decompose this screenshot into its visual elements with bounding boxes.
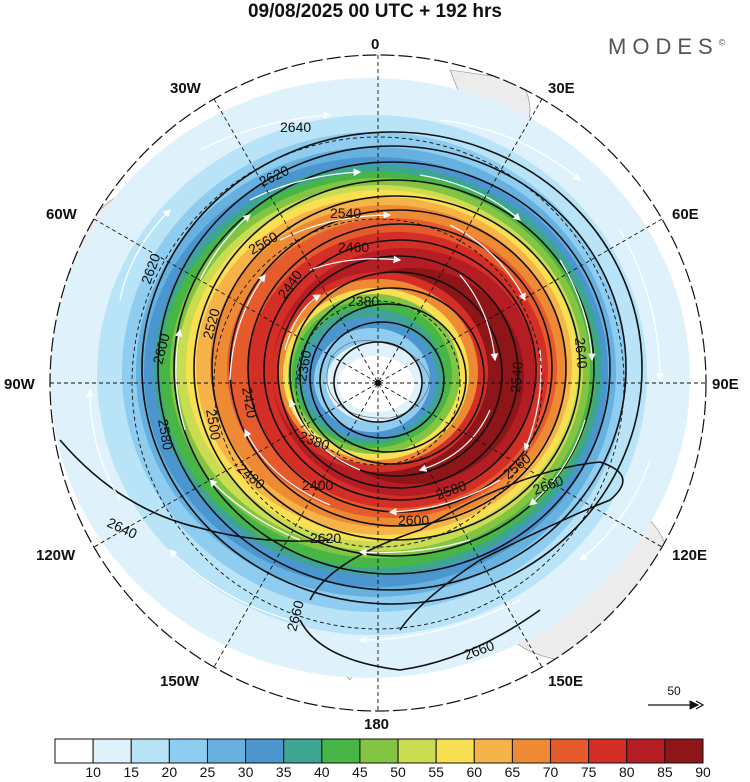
colorbar-swatch xyxy=(359,738,399,764)
colorbar-swatch xyxy=(664,738,704,764)
contour-label: 2420 xyxy=(239,386,260,420)
height-contours xyxy=(59,131,643,671)
colorbar-tick-label: 45 xyxy=(352,764,368,780)
colorbar-tick-label: 20 xyxy=(161,764,178,780)
colorbar-swatch xyxy=(511,738,552,764)
reference-vector: 50 xyxy=(646,684,706,717)
contour-label: 2580 xyxy=(155,418,176,452)
contour-label: 2360 xyxy=(293,349,314,383)
graticule xyxy=(50,55,706,711)
brand-name: MODES xyxy=(608,34,719,59)
map-title: 09/08/2025 00 UTC + 192 hrs xyxy=(247,1,503,22)
lon-label-90e: 90E xyxy=(712,376,739,393)
lon-label-60w: 60W xyxy=(46,206,77,223)
lon-label-0: 0 xyxy=(371,36,380,53)
lon-label-120e: 120E xyxy=(672,547,708,564)
colorbar-tick-label: 35 xyxy=(275,764,292,780)
colorbar-swatch xyxy=(245,738,285,764)
contour-label: 2640 xyxy=(280,119,311,135)
wind-speed-shading xyxy=(50,55,706,711)
colorbar-swatch xyxy=(550,738,590,764)
lon-label-30e: 30E xyxy=(548,80,575,97)
brand-mark: © xyxy=(718,37,726,48)
contour-label: 2500 xyxy=(203,408,224,442)
colorbar-tick-label: 75 xyxy=(580,764,597,780)
contour-label: 2400 xyxy=(302,477,333,493)
colorbar-tick-label: 30 xyxy=(237,764,254,780)
reference-vector-label: 50 xyxy=(667,684,681,698)
contour-label: 2520 xyxy=(199,306,223,340)
wind-streamlines xyxy=(86,111,664,644)
colorbar-swatch xyxy=(321,738,361,764)
lon-label-30w: 30W xyxy=(170,80,201,97)
lon-label-90w: 90W xyxy=(4,376,35,393)
contour-label: 2620 xyxy=(310,530,341,546)
lon-label-60e: 60E xyxy=(672,206,699,223)
colorbar-tick-label: 50 xyxy=(390,764,406,780)
brand-logo: MODES© xyxy=(608,34,725,60)
colorbar-tick-label: 65 xyxy=(504,764,521,780)
colorbar xyxy=(54,738,704,764)
contour-label: 2460 xyxy=(338,239,369,255)
colorbar-tick-label: 90 xyxy=(695,764,711,780)
contour-label: 2660 xyxy=(283,598,307,632)
colorbar-tick-label: 70 xyxy=(542,764,559,780)
colorbar-swatch xyxy=(54,738,94,764)
colorbar-tick-label: 10 xyxy=(85,764,101,780)
colorbar-swatch xyxy=(435,738,475,764)
lon-label-150e: 150E xyxy=(548,673,584,690)
colorbar-swatch xyxy=(626,738,666,764)
contour-label: 2640 xyxy=(572,337,591,370)
colorbar-swatch xyxy=(397,738,437,764)
colorbar-tick-label: 15 xyxy=(123,764,140,780)
colorbar-swatch xyxy=(473,738,513,764)
colorbar-swatch xyxy=(206,738,247,764)
contour-label: 2380 xyxy=(348,293,379,309)
contour-label: 2540 xyxy=(507,361,526,394)
colorbar-tick-label: 40 xyxy=(314,764,330,780)
colorbar-tick-label: 60 xyxy=(466,764,483,780)
colorbar-swatch xyxy=(130,738,170,764)
colorbar-swatch xyxy=(283,738,323,764)
map-boundary xyxy=(49,54,707,712)
lon-label-180: 180 xyxy=(364,716,390,733)
colorbar-swatch xyxy=(168,738,208,764)
contour-label: 2600 xyxy=(398,512,429,528)
colorbar-swatch xyxy=(588,738,628,764)
lon-label-120w: 120W xyxy=(36,547,76,564)
contour-label: 2540 xyxy=(330,205,361,221)
colorbar-tick-label: 55 xyxy=(428,764,444,780)
colorbar-tick-label: 25 xyxy=(199,764,216,780)
south-pole-marker xyxy=(375,380,381,386)
colorbar-tick-label: 85 xyxy=(657,764,673,780)
colorbar-tick-label: 80 xyxy=(618,764,635,780)
reference-vector-arrow xyxy=(648,700,705,710)
lon-label-150w: 150W xyxy=(160,673,200,690)
contour-label: 2600 xyxy=(149,331,173,365)
colorbar-swatch xyxy=(92,738,132,764)
